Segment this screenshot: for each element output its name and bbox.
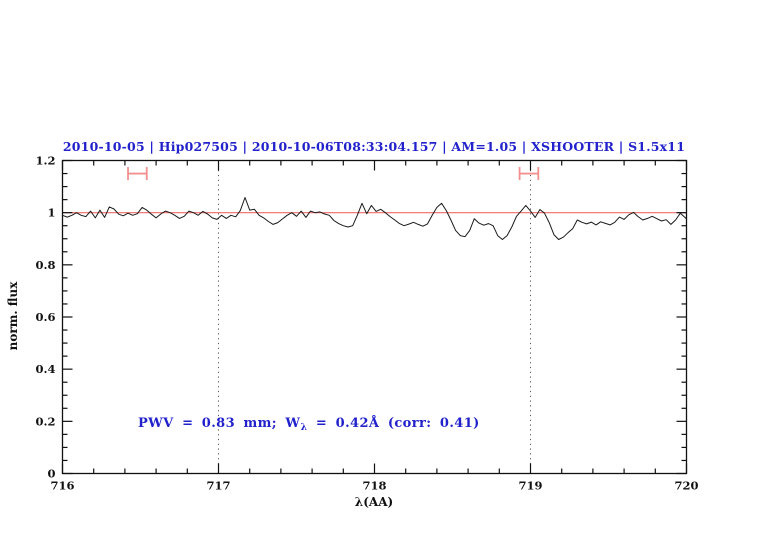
- y-tick-label: 1.2: [35, 154, 55, 168]
- x-tick-label: 716: [50, 479, 74, 493]
- spectrum-line: [62, 197, 687, 240]
- pwv-annotation-subscript: λ: [300, 422, 307, 433]
- x-tick-label: 718: [362, 479, 386, 493]
- y-tick-label: 1: [47, 206, 55, 220]
- y-tick-label: 0.8: [35, 258, 55, 272]
- y-tick-label: 0: [47, 467, 55, 481]
- pwv-annotation-prefix: PWV = 0.83 mm; W: [138, 416, 300, 431]
- x-tick-label: 719: [518, 479, 542, 493]
- y-tick-label: 0.6: [35, 310, 55, 324]
- pwv-annotation: PWV = 0.83 mm; Wλ = 0.42Å (corr: 0.41): [138, 415, 480, 433]
- x-tick-label: 720: [674, 479, 698, 493]
- x-axis-label: λ(AA): [355, 495, 393, 509]
- y-tick-label: 0.4: [35, 362, 55, 376]
- x-tick-label: 717: [206, 479, 230, 493]
- plot-title: 2010-10-05 | Hip027505 | 2010-10-06T08:3…: [63, 139, 685, 154]
- pwv-annotation-suffix: = 0.42Å (corr: 0.41): [308, 415, 480, 431]
- y-axis-label: norm. flux: [6, 281, 20, 351]
- y-tick-label: 0.2: [35, 414, 55, 428]
- chart-layer: 716 717 718 719 720 0 0.2 0.4 0.6 0.8 1 1.2: [35, 154, 698, 493]
